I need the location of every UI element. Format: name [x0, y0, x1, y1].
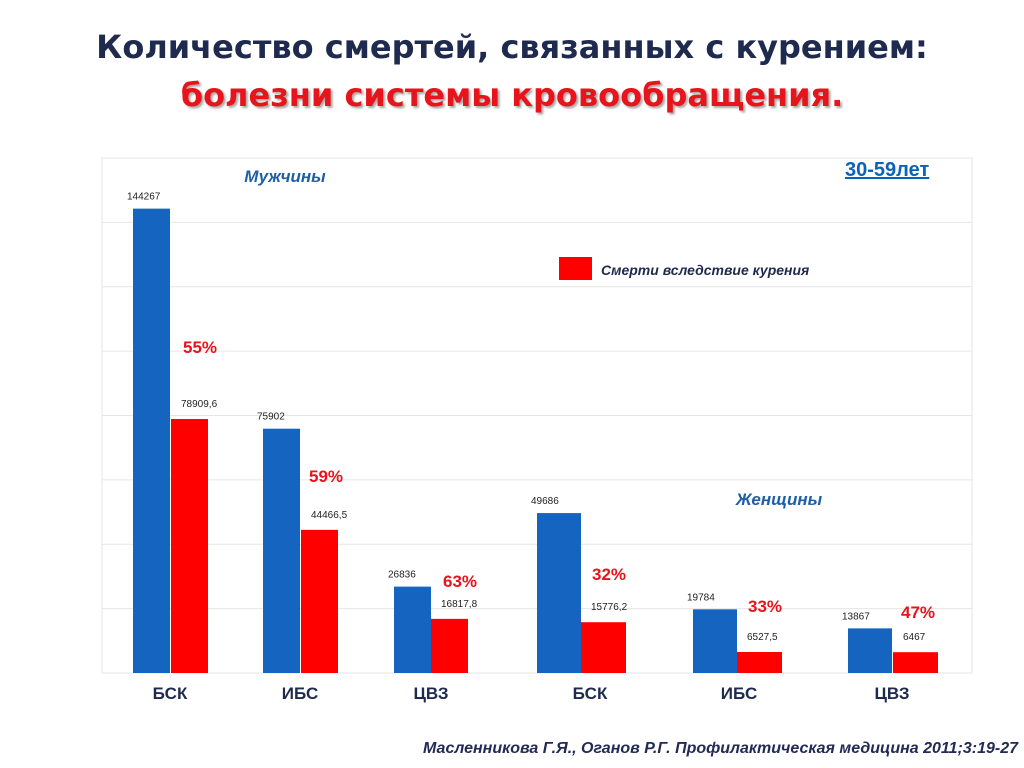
value-label-smoking: 78909,6	[181, 399, 218, 410]
bar-total-men-1	[133, 208, 170, 673]
category-label: ИБС	[721, 684, 758, 703]
value-label-smoking: 44466,5	[311, 510, 348, 521]
value-label-smoking: 6467	[903, 632, 926, 643]
value-label-smoking: 15776,2	[591, 602, 628, 613]
citation: Масленникова Г.Я., Оганов Р.Г. Профилакт…	[423, 740, 1018, 757]
bar-smoking-men-1	[171, 419, 208, 673]
bar-smoking-men-3	[431, 618, 468, 673]
group-label: Женщины	[735, 490, 823, 509]
age-range-label: 30-59лет	[845, 159, 930, 181]
bar-smoking-women-2	[737, 651, 782, 673]
category-label: БСК	[153, 684, 188, 703]
bar-total-men-3	[394, 586, 431, 673]
group-label: Мужчины	[244, 167, 326, 186]
bar-total-men-2	[263, 428, 300, 673]
percent-label: 59%	[309, 467, 343, 486]
value-label-total: 49686	[531, 496, 559, 507]
legend-swatch	[559, 257, 592, 280]
value-label-total: 75902	[257, 412, 285, 423]
legend-label: Смерти вследствие курения	[601, 262, 809, 278]
category-label: ЦВЗ	[413, 684, 448, 703]
title-line-2: болезни системы кровообращения.	[180, 76, 844, 114]
category-label: ИБС	[282, 684, 319, 703]
percent-label: 33%	[748, 597, 782, 616]
bar-smoking-men-2	[301, 529, 338, 673]
bar-total-women-1	[537, 513, 581, 673]
value-label-total: 19784	[687, 592, 715, 603]
value-label-smoking: 16817,8	[441, 599, 478, 610]
percent-label: 63%	[443, 572, 477, 591]
title-line-1: Количество смертей, связанных с курением…	[96, 28, 928, 66]
value-label-total: 26836	[388, 570, 416, 581]
value-label-smoking: 6527,5	[747, 632, 778, 643]
bar-total-women-3	[848, 628, 892, 673]
category-label: ЦВЗ	[874, 684, 909, 703]
percent-label: 32%	[592, 565, 626, 584]
bar-smoking-women-1	[581, 622, 626, 673]
percent-label: 47%	[901, 603, 935, 622]
bar-total-women-2	[693, 609, 737, 673]
category-label: БСК	[573, 684, 608, 703]
bar-smoking-women-3	[893, 652, 938, 673]
value-label-total: 13867	[842, 611, 870, 622]
value-label-total: 144267	[127, 192, 161, 203]
percent-label: 55%	[183, 338, 217, 357]
